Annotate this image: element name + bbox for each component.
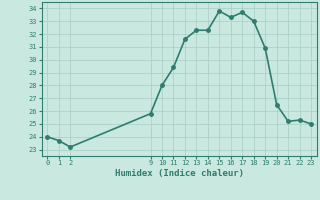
X-axis label: Humidex (Indice chaleur): Humidex (Indice chaleur) bbox=[115, 169, 244, 178]
